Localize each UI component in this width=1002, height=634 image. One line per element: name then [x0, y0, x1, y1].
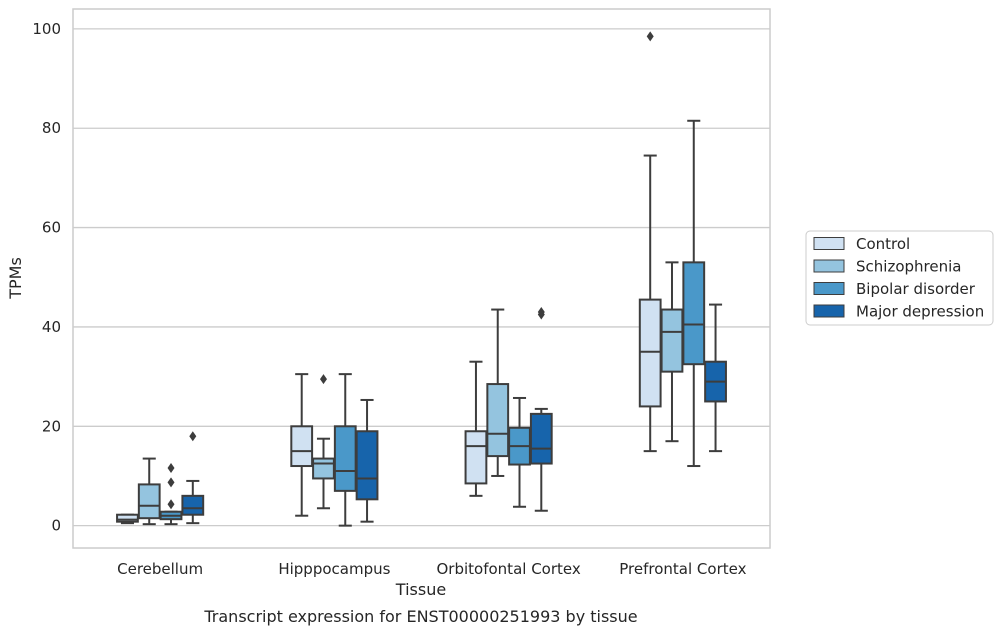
- box-2-2: [312, 374, 335, 510]
- x-axis-title: Tissue: [395, 580, 446, 599]
- box-3-2: [486, 308, 510, 477]
- legend-swatch-1: [813, 237, 845, 250]
- box-iqr: [464, 430, 488, 485]
- legend-label-2: Schizophrenia: [856, 258, 961, 276]
- outlier-2: [167, 477, 175, 488]
- y-tick-label-40: 40: [42, 318, 61, 336]
- y-tick-label-20: 20: [42, 417, 61, 435]
- box-iqr: [486, 383, 510, 458]
- box-3-1: [464, 360, 488, 497]
- box-iqr: [137, 483, 161, 520]
- box-4-3: [682, 119, 706, 468]
- box-3-4: [529, 307, 553, 512]
- box-iqr: [529, 412, 553, 465]
- outlier-1: [189, 431, 197, 442]
- legend: Control Schizophrenia Bipolar disorder Majo…: [805, 230, 994, 326]
- outlier-1: [167, 499, 175, 510]
- box-4-2: [660, 261, 684, 443]
- box-iqr: [638, 298, 662, 408]
- legend-label-3: Bipolar disorder: [856, 280, 976, 298]
- box-iqr: [290, 425, 314, 468]
- legend-frame: [805, 230, 994, 326]
- outlier-1: [319, 374, 327, 385]
- legend-swatch-2: [813, 259, 845, 273]
- box-2-4: [355, 398, 379, 523]
- box-1-3: [159, 463, 183, 526]
- box-2-1: [290, 373, 314, 517]
- box-3-3: [508, 396, 531, 508]
- y-tick-label-80: 80: [42, 119, 61, 137]
- box-1-4: [181, 431, 205, 525]
- plot-frame: [72, 8, 771, 549]
- y-tick-label-60: 60: [42, 219, 61, 237]
- y-tick-label-100: 100: [32, 20, 61, 38]
- legend-label-4: Major depression: [856, 303, 984, 321]
- box-iqr: [181, 494, 205, 516]
- outlier-1: [646, 31, 654, 42]
- outlier-3: [167, 463, 175, 474]
- gridlines: [73, 28, 770, 527]
- x-ticks: Cerebellum Hipppocampus Orbitofontal Corte…: [117, 560, 746, 578]
- y-ticks: 0 20 40 60 80 100: [32, 20, 61, 535]
- box-iqr: [312, 457, 335, 480]
- x-tick-label-4: Prefrontal Cortex: [619, 560, 746, 578]
- box-iqr: [682, 261, 706, 366]
- plot-area: [73, 9, 770, 548]
- x-tick-label-1: Cerebellum: [117, 560, 203, 578]
- boxes: [116, 31, 727, 527]
- y-axis-title: TPMs: [6, 257, 25, 300]
- box-4-4: [704, 303, 727, 453]
- legend-swatch-4: [813, 304, 845, 318]
- x-tick-label-3: Orbitofontal Cortex: [437, 560, 581, 578]
- box-iqr: [660, 308, 684, 373]
- legend-swatch-3: [813, 282, 845, 295]
- legend-label-1: Control: [856, 235, 910, 253]
- y-tick-label-0: 0: [51, 517, 61, 535]
- x-tick-label-2: Hipppocampus: [278, 560, 390, 578]
- box-iqr: [355, 430, 379, 501]
- outlier-2: [537, 307, 545, 318]
- chart-caption: Transcript expression for ENST0000025199…: [203, 607, 637, 626]
- box-1-2: [137, 457, 161, 526]
- box-1-1: [116, 513, 139, 525]
- box-iqr: [333, 425, 357, 492]
